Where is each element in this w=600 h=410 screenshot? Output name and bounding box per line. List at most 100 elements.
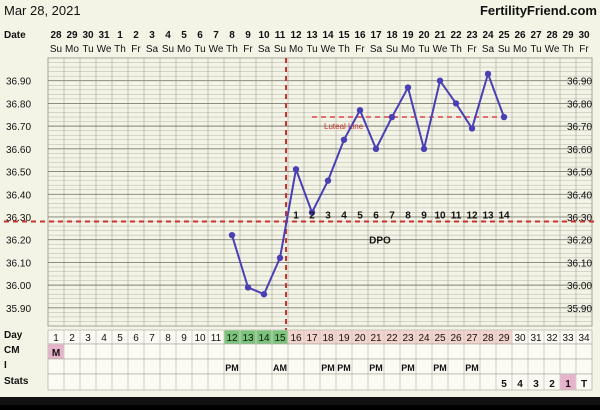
y-tick-label-right: 36.20 — [567, 236, 592, 247]
intercourse-time: AM — [273, 363, 287, 373]
date-number: 7 — [213, 30, 219, 41]
y-tick-label: 36.40 — [6, 190, 31, 201]
intercourse-time: PM — [401, 363, 415, 373]
temperature-line — [231, 70, 505, 296]
weekday: Th — [338, 44, 350, 55]
cycle-day-number: 18 — [322, 333, 334, 344]
temperature-point — [308, 209, 316, 216]
weekday: Fr — [579, 44, 589, 55]
date-header: 28 29 30 31 1 2 3 4 5 6 7 8 9 10 11 12 13 14 15 16 17 18 19 20 2… — [50, 30, 590, 55]
cycle-day-number: 25 — [434, 333, 446, 344]
menses-cell — [48, 344, 64, 359]
y-tick-label-right: 36.10 — [567, 258, 592, 269]
day-cell-highlight — [288, 330, 304, 344]
weekday: Su — [386, 44, 398, 55]
y-tick-label: 36.90 — [6, 77, 31, 88]
cycle-day-number: 28 — [482, 333, 494, 344]
temperature-point — [324, 177, 332, 184]
cycle-day-number: 13 — [242, 333, 254, 344]
y-tick-label-right: 36.70 — [567, 122, 592, 133]
weekday: Fr — [131, 44, 141, 55]
stats-value: 4 — [517, 379, 523, 390]
cycle-day-number: 32 — [546, 333, 558, 344]
stats-highlight — [560, 374, 576, 390]
y-tick-label: 36.00 — [6, 281, 31, 292]
day-cell-highlight — [368, 330, 384, 344]
y-tick-label-right: 36.80 — [567, 99, 592, 110]
cycle-day-number: 34 — [578, 333, 590, 344]
temperature-point — [468, 125, 476, 132]
cm-value: M — [52, 348, 60, 359]
temperature-point — [420, 145, 428, 153]
day-cell-highlight — [464, 330, 480, 344]
date-number: 8 — [229, 30, 235, 41]
cycle-day-number: 17 — [306, 333, 318, 344]
cycle-day-number: 4 — [101, 333, 107, 344]
y-tick-label: 36.10 — [6, 258, 31, 269]
date-number: 15 — [338, 30, 350, 41]
temperature-point — [340, 136, 348, 143]
cycle-day-number: 14 — [258, 333, 270, 344]
weekday: We — [433, 44, 448, 55]
site-name: FertilityFriend.com — [480, 3, 597, 18]
weekday: Th — [114, 44, 126, 55]
intercourse-time: PM — [369, 363, 383, 373]
temperature-point — [484, 70, 492, 78]
weekday: We — [97, 44, 112, 55]
y-tick-label: 36.80 — [6, 99, 31, 110]
weekday: Tu — [82, 44, 93, 55]
date-number: 3 — [149, 30, 155, 41]
date-number: 12 — [290, 30, 302, 41]
dpo-number: 14 — [498, 211, 510, 222]
day-cell-highlight — [240, 330, 256, 344]
y-tick-label: 36.60 — [6, 145, 31, 156]
weekday: Tu — [530, 44, 541, 55]
y-tick-label: 35.90 — [6, 304, 31, 315]
cycle-day-number: 20 — [354, 333, 366, 344]
temperature-point — [228, 231, 236, 239]
cycle-day-number: 1 — [53, 333, 59, 344]
date-number: 2 — [133, 30, 139, 41]
dpo-number: 9 — [421, 211, 427, 222]
weekday: Th — [226, 44, 238, 55]
weekday: Mo — [177, 44, 191, 55]
date-number: 27 — [530, 30, 542, 41]
day-cell-highlight — [432, 330, 448, 344]
y-tick-label: 36.20 — [6, 236, 31, 247]
chart-date: Mar 28, 2021 — [4, 3, 81, 18]
y-tick-label: 36.70 — [6, 122, 31, 133]
cycle-day-number: 5 — [117, 333, 123, 344]
stats-value: 5 — [501, 379, 507, 390]
luteal-line-label: Luteal Line — [324, 122, 364, 131]
weekday: Mo — [513, 44, 527, 55]
weekday: Mo — [401, 44, 415, 55]
cm-row-label: CM — [4, 345, 20, 356]
intercourse-time: PM — [433, 363, 447, 373]
stats-value: 2 — [549, 379, 555, 390]
weekday: Su — [50, 44, 62, 55]
cycle-day-number: 22 — [386, 333, 398, 344]
weekday: Th — [562, 44, 574, 55]
date-number: 28 — [50, 30, 62, 41]
date-number: 26 — [514, 30, 526, 41]
date-number: 24 — [482, 30, 494, 41]
reference-lines: Luteal Line DPO — [4, 58, 596, 344]
dpo-number: 7 — [389, 211, 395, 222]
cycle-day-number: 12 — [226, 333, 238, 344]
intercourse-time: PM — [465, 363, 479, 373]
cycle-day-number: 16 — [290, 333, 302, 344]
date-number: 4 — [165, 30, 171, 41]
weekday: We — [545, 44, 560, 55]
date-number: 29 — [562, 30, 574, 41]
weekday: Th — [450, 44, 462, 55]
date-number: 19 — [402, 30, 414, 41]
y-tick-label: 36.50 — [6, 168, 31, 179]
dpo-number: 1 — [293, 211, 299, 222]
intercourse-time: PM — [321, 363, 335, 373]
cycle-day-number: 26 — [450, 333, 462, 344]
y-axis-ticks: 35.90 35.90 36.00 36.00 36.10 36.10 36.20 36.20… — [6, 77, 592, 315]
date-number: 30 — [82, 30, 94, 41]
weekday: Sa — [370, 44, 383, 55]
date-number: 22 — [450, 30, 462, 41]
